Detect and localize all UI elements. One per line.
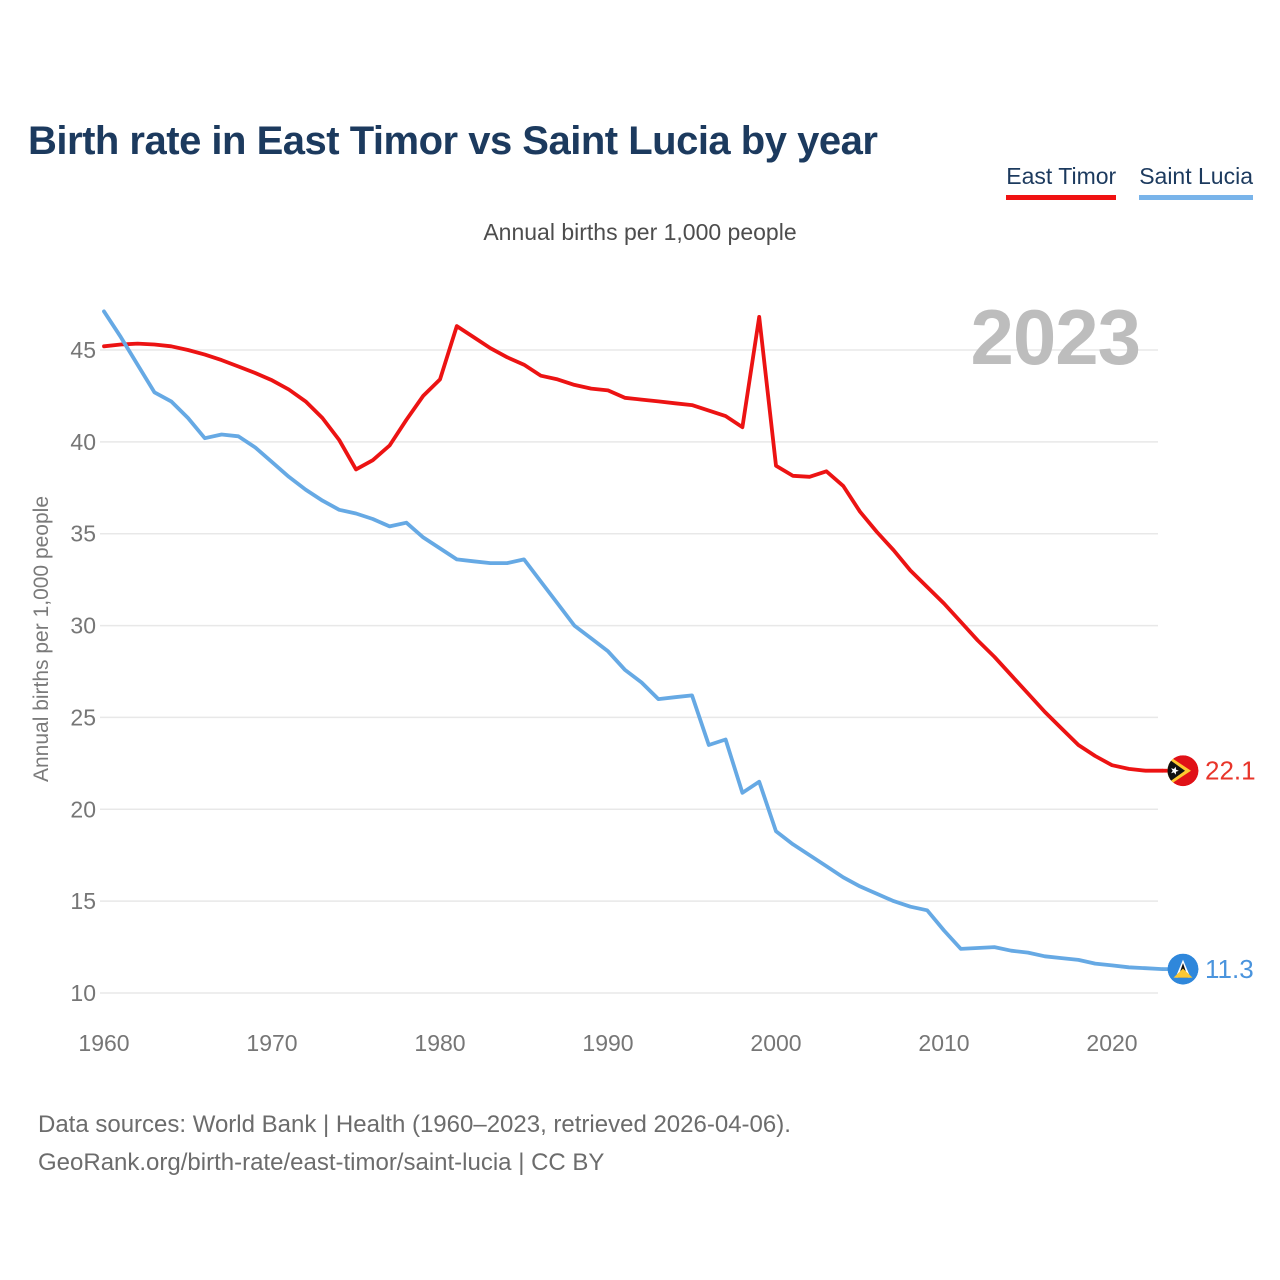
y-tick-label: 10 (70, 980, 96, 1006)
series-line-0 (102, 314, 1165, 773)
chart-subtitle: Annual births per 1,000 people (483, 219, 797, 245)
series-line-1 (102, 309, 1165, 971)
end-value-east-timor: 22.1 (1205, 756, 1256, 786)
x-tick-label: 2000 (750, 1030, 801, 1056)
y-tick-label: 45 (70, 337, 96, 363)
watermark-year: 2023 (970, 293, 1141, 381)
legend-item-saint-lucia[interactable]: Saint Lucia (1139, 163, 1253, 200)
page-title: Birth rate in East Timor vs Saint Lucia … (28, 118, 878, 163)
y-tick-label: 15 (70, 888, 96, 914)
star-glyph (1171, 766, 1179, 775)
east-timor-flag-icon (1167, 755, 1199, 787)
x-tick-label: 1990 (582, 1030, 633, 1056)
saint-lucia-flag-icon (1167, 953, 1199, 985)
series-layer (102, 309, 1168, 972)
legend-item-east-timor[interactable]: East Timor (1006, 163, 1117, 200)
x-tick-label: 2020 (1086, 1030, 1137, 1056)
grid-layer: 45 40 35 30 25 20 15 10 1960 1970 1980 1990 2000 2010… (70, 337, 1158, 1056)
y-tick-label: 20 (70, 796, 96, 822)
y-tick-label: 25 (70, 704, 96, 730)
data-source-line: Data sources: World Bank | Health (1960–… (38, 1111, 791, 1138)
x-tick-label: 1970 (246, 1030, 297, 1056)
y-tick-label: 35 (70, 521, 96, 547)
y-tick-label: 40 (70, 429, 96, 455)
attribution-line: GeoRank.org/birth-rate/east-timor/saint-… (38, 1149, 605, 1176)
x-tick-label: 1960 (78, 1030, 129, 1056)
end-value-saint-lucia: 11.3 (1205, 954, 1254, 984)
legend: East Timor Saint Lucia (1006, 163, 1253, 200)
y-tick-label: 30 (70, 613, 96, 639)
footer: Data sources: World Bank | Health (1960–… (38, 1106, 791, 1182)
x-tick-label: 2010 (918, 1030, 969, 1056)
x-tick-label: 1980 (414, 1030, 465, 1056)
